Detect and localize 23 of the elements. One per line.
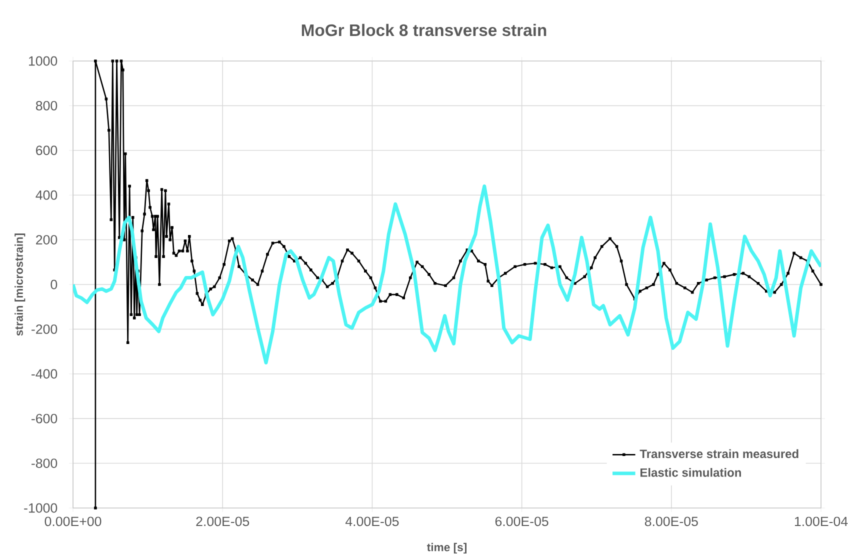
y-tick-label: 600 <box>36 146 58 156</box>
y-tick-label: 800 <box>36 100 58 110</box>
y-axis-title: strain [microstrain] <box>14 234 26 336</box>
x-tick-label: 2.00E-05 <box>196 516 250 526</box>
x-tick-label: 0.00E+00 <box>44 516 102 526</box>
x-axis-title: time [s] <box>427 542 467 554</box>
x-tick-label: 6.00E-05 <box>495 516 548 526</box>
y-tick-label: 200 <box>36 235 58 245</box>
line-series <box>73 184 822 364</box>
y-tick-label: -800 <box>32 458 58 468</box>
chart-title: MoGr Block 8 transverse strain <box>302 24 546 36</box>
legend-label: Elastic simulation <box>640 468 741 477</box>
y-tick-label: -400 <box>32 369 58 379</box>
legend-label: Transverse strain measured <box>640 449 798 458</box>
y-tick-label: 400 <box>36 190 58 200</box>
y-tick-label: -200 <box>32 324 58 334</box>
y-tick-label: -1000 <box>24 503 58 513</box>
y-tick-label: 0 <box>50 280 58 290</box>
y-tick-label: 1000 <box>28 56 58 66</box>
x-tick-label: 1.00E-04 <box>794 516 848 526</box>
x-tick-label: 4.00E-05 <box>345 516 399 526</box>
x-tick-label: 8.00E-05 <box>644 516 698 526</box>
y-tick-label: -600 <box>32 414 58 424</box>
